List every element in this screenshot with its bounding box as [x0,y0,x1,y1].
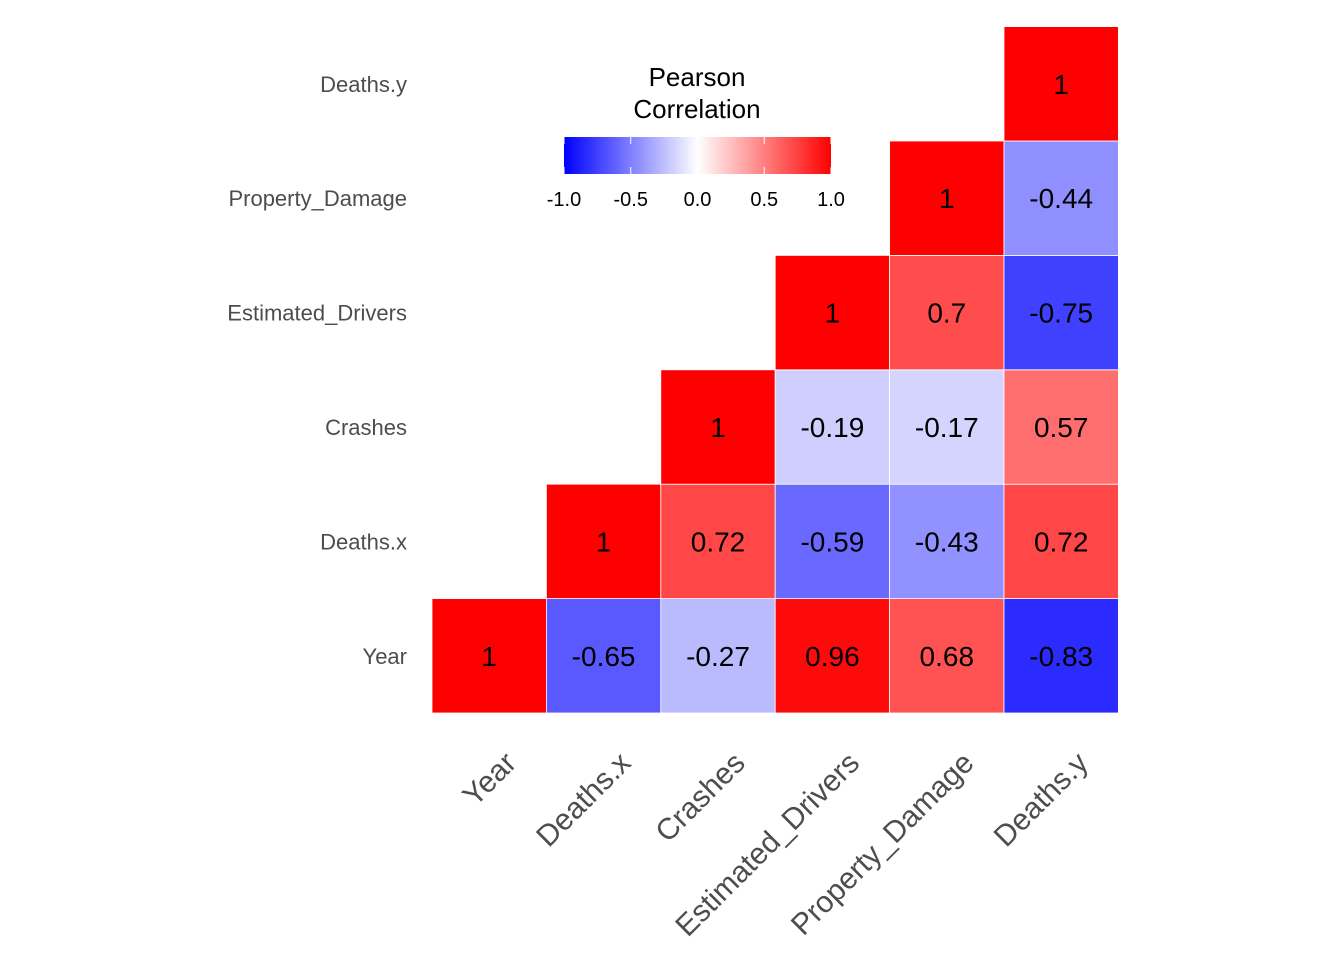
heatmap-cell-property-damage-year [889,598,1005,714]
y-tick-label: Estimated_Drivers [227,301,407,326]
cell-value-label: 0.7 [927,298,966,329]
heatmap-cell-estimated-drivers-estimated-drivers [774,254,891,371]
cell-value-label: -0.44 [1029,183,1093,214]
cell-value-label: -0.43 [915,526,979,557]
cell-value-label: 0.68 [920,641,975,672]
cell-value-label: -0.17 [915,412,979,443]
x-axis-labels: Year Deaths.x CrashesEstimated_DriversProp… [457,746,1095,943]
legend-tick-label: -1.0 [547,189,581,211]
legend: Pearson Correlation -1.0 -0.5 0.0 0.5 1.0 [547,62,845,211]
cell-value-label: 0.72 [1034,526,1089,557]
y-tick-label: Deaths.x [320,529,407,554]
heatmap-cell-crashes-crashes [660,369,776,485]
heatmap-cells [431,26,1119,714]
heatmap-cell-labels: 1 -0.65 -0.27 0.96 0.68 -0.83 1 0.72 -0.59 -0.43 0… [481,69,1093,672]
y-tick-label: Crashes [325,415,407,440]
heatmap-cell-deaths-y-year [1003,598,1119,714]
y-axis-labels: Year Deaths.x Crashes Estimated_Drivers Prop… [227,72,407,669]
heatmap-cell-crashes-deaths-x [660,483,776,600]
heatmap-cell-deaths-y-estimated-drivers [1003,254,1119,371]
x-tick-label: Crashes [649,746,751,848]
cell-value-label: 1 [1053,69,1069,100]
cell-value-label: 0.57 [1034,412,1089,443]
legend-title-line1: Pearson [649,62,746,92]
cell-value-label: 0.72 [691,526,746,557]
cell-value-label: 1 [939,183,955,214]
heatmap-cell-estimated-drivers-year [774,598,891,714]
legend-title-line2: Correlation [633,94,760,124]
cell-value-label: -0.59 [800,526,864,557]
legend-tick-label: 0.5 [750,189,778,211]
legend-ticks: -1.0 -0.5 0.0 0.5 1.0 [547,137,845,211]
cell-value-label: -0.65 [572,641,636,672]
heatmap-cell-estimated-drivers-deaths-x [774,483,891,600]
cell-value-label: 0.96 [805,641,860,672]
cell-value-label: -0.19 [800,412,864,443]
heatmap-cell-year-year [431,598,547,714]
heatmap-cell-property-damage-property-damage [889,140,1005,256]
cell-value-label: 1 [596,526,612,557]
y-tick-label: Property_Damage [228,186,407,211]
legend-tick-label: 0.0 [684,189,712,211]
heatmap-cell-deaths-y-crashes [1003,369,1119,485]
heatmap-cell-estimated-drivers-crashes [774,369,891,485]
x-tick-label: Year [457,746,523,812]
legend-tick-label: -0.5 [614,189,648,211]
legend-tick-label: 1.0 [817,189,845,211]
cell-value-label: -0.75 [1029,298,1093,329]
heatmap-cell-property-damage-estimated-drivers [889,254,1005,371]
cell-value-label: 1 [481,641,497,672]
x-tick-label: Deaths.y [988,746,1095,853]
heatmap-cell-deaths-y-deaths-y [1003,26,1119,142]
x-tick-label: Deaths.x [530,746,637,853]
heatmap-cell-deaths-y-deaths-x [1003,483,1119,600]
y-tick-label: Deaths.y [320,72,407,97]
heatmap-cell-deaths-x-deaths-x [546,483,662,600]
heatmap-cell-deaths-x-year [546,598,662,714]
cell-value-label: -0.27 [686,641,750,672]
heatmap-cell-deaths-y-property-damage [1003,140,1119,256]
cell-value-label: 1 [710,412,726,443]
cell-value-label: 1 [825,298,841,329]
cell-value-label: -0.83 [1029,641,1093,672]
y-tick-label: Year [363,644,407,669]
heatmap-cell-property-damage-deaths-x [889,483,1005,600]
